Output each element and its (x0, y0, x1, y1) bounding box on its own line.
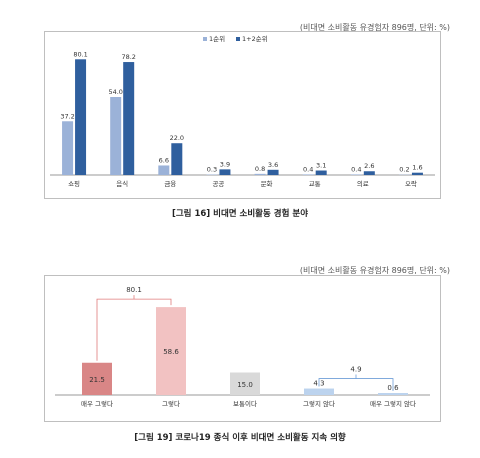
data-label-4-0: 0.8 (255, 165, 265, 173)
category-label-4: 문화 (261, 180, 273, 188)
bracket-label-1: 4.9 (350, 366, 361, 374)
category-label-5: 교통 (309, 180, 321, 188)
bar-2-0 (158, 165, 170, 175)
bar-1-0 (110, 97, 122, 175)
bar-3 (304, 388, 334, 395)
data-label-3-1: 3.9 (220, 160, 230, 168)
chart2-note: (비대면 소비활동 유경험자 896명, 단위: %) (299, 266, 450, 275)
data-label-4-1: 3.6 (268, 161, 278, 169)
data-label-6-0: 0.4 (351, 165, 361, 173)
data-label-1-1: 78.2 (121, 53, 135, 61)
bar-0-1 (75, 59, 87, 175)
bar-5-1 (315, 170, 327, 175)
category-label-0: 쇼핑 (68, 179, 80, 188)
bar-1-1 (123, 62, 135, 175)
bar-6-0 (350, 174, 362, 175)
bar-4-0 (254, 173, 266, 175)
bar-2 (230, 372, 260, 395)
category-label-6: 의료 (357, 179, 369, 188)
chart1-frame (44, 31, 441, 199)
data-label-0-1: 80.1 (73, 50, 87, 58)
category-label-1: 음식 (116, 179, 128, 188)
category-label-1: 그렇다 (162, 399, 180, 408)
data-label-3-0: 0.3 (207, 166, 217, 174)
bar-2-1 (171, 143, 183, 175)
data-label-2: 15.0 (237, 381, 253, 389)
data-label-7-0: 0.2 (399, 166, 409, 174)
chart1-caption: [그림 16] 비대면 소비활동 경험 분야 (171, 209, 309, 219)
legend-label-0: 1순위 (209, 35, 225, 43)
legend-swatch-1 (236, 37, 240, 41)
data-label-1-0: 54.0 (108, 88, 122, 96)
bar-5-0 (302, 174, 314, 175)
data-label-5-0: 0.4 (303, 165, 313, 173)
data-label-5-1: 3.1 (316, 162, 326, 170)
data-label-2-0: 6.6 (159, 156, 169, 164)
legend-label-1: 1+2순위 (242, 35, 268, 43)
bar-4-1 (267, 169, 279, 175)
chart2-caption: [그림 19] 코로나19 종식 이후 비대면 소비활동 지속 의향 (134, 433, 346, 443)
bar-6-1 (363, 171, 375, 175)
bar-0 (82, 362, 112, 395)
legend-swatch-0 (203, 37, 207, 41)
data-label-6-1: 2.6 (364, 162, 374, 170)
bar-7-1 (411, 172, 423, 175)
chart1-note: (비대면 소비활동 유경험자 896명, 단위: %) (299, 23, 450, 32)
category-label-0: 매우 그렇다 (81, 399, 113, 408)
bar-0-0 (62, 121, 74, 175)
data-label-7-1: 1.6 (412, 164, 422, 172)
bar-3-1 (219, 169, 231, 175)
category-label-3: 그렇지 않다 (303, 399, 335, 408)
category-label-2: 보통이다 (233, 399, 257, 408)
category-label-4: 매우 그렇지 않다 (370, 399, 416, 408)
bar-4 (378, 393, 408, 395)
category-label-2: 금융 (164, 180, 176, 188)
category-label-3: 공공 (212, 180, 224, 188)
data-label-0: 21.5 (89, 376, 105, 384)
bracket-label-0: 80.1 (126, 286, 142, 294)
data-label-1: 58.6 (163, 348, 179, 356)
data-label-0-0: 37.2 (60, 112, 74, 120)
category-label-7: 오락 (405, 180, 417, 188)
data-label-2-1: 22.0 (170, 134, 184, 142)
bar-1 (156, 307, 186, 395)
